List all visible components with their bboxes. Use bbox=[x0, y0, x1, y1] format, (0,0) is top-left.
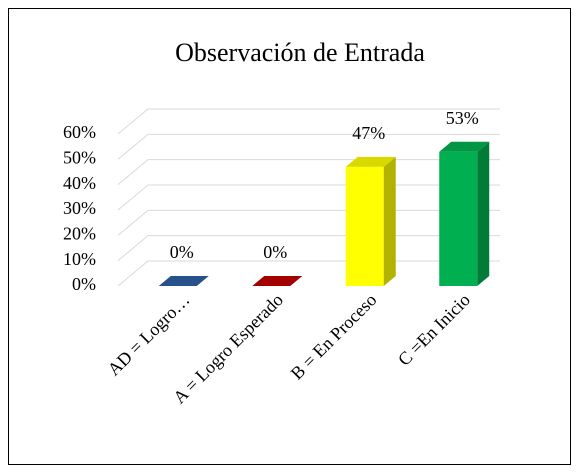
bar-top bbox=[439, 141, 490, 152]
y-tick-label: 30% bbox=[63, 198, 96, 218]
data-label: 0% bbox=[263, 242, 287, 262]
y-tick-label: 40% bbox=[63, 173, 96, 193]
data-label: 47% bbox=[352, 123, 385, 143]
bar-top bbox=[345, 156, 396, 167]
grid-line bbox=[117, 133, 500, 160]
data-label: 0% bbox=[170, 242, 194, 262]
grid-line bbox=[117, 108, 500, 135]
data-label: 53% bbox=[446, 108, 479, 128]
bar-top bbox=[158, 276, 209, 286]
y-tick-label: 50% bbox=[63, 147, 96, 167]
bar-top bbox=[252, 276, 303, 286]
y-tick-label: 10% bbox=[63, 249, 96, 269]
bar-side bbox=[477, 141, 490, 286]
y-tick-label: 20% bbox=[63, 223, 96, 243]
chart-title: Observación de Entrada bbox=[175, 38, 425, 67]
y-tick-label: 0% bbox=[72, 274, 96, 294]
bar-front bbox=[439, 151, 478, 286]
y-tick-label: 60% bbox=[63, 122, 96, 142]
bar-front bbox=[345, 166, 384, 286]
bar-side bbox=[383, 156, 396, 286]
